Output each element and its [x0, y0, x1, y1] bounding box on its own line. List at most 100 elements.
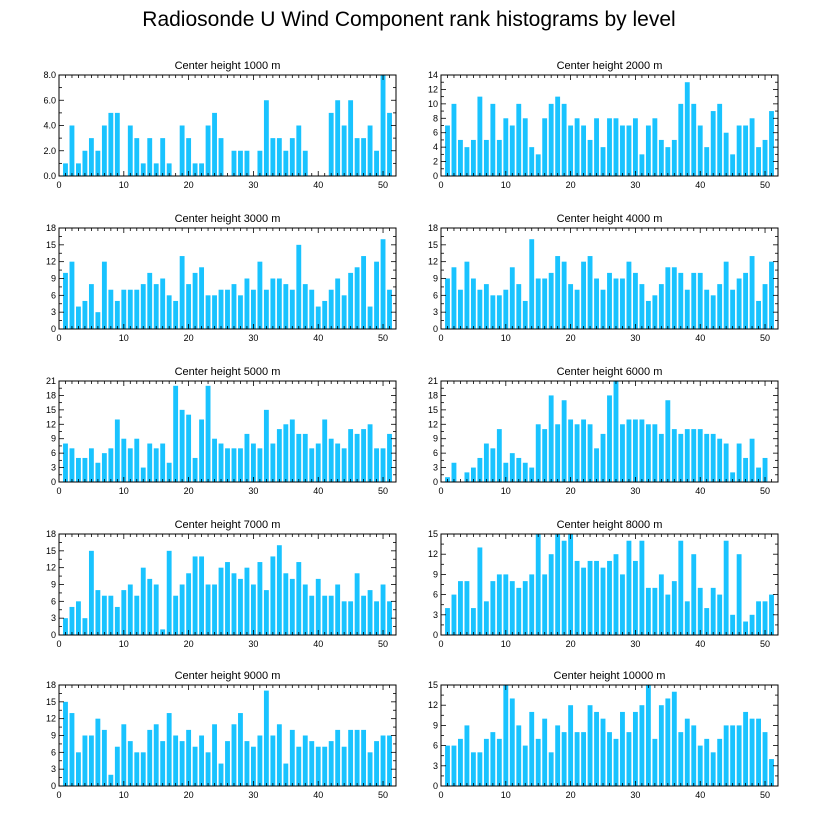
histogram-bar	[613, 118, 619, 176]
histogram-bar	[250, 289, 256, 329]
histogram-bar	[289, 578, 295, 635]
histogram-bar	[522, 745, 528, 786]
histogram-bar	[697, 429, 703, 482]
histogram-bar	[535, 278, 541, 329]
panel-title: Center height 9000 m	[175, 670, 281, 682]
histogram-bar	[186, 729, 192, 786]
y-tick-label: 3	[51, 307, 56, 317]
histogram-bar	[522, 300, 528, 329]
histogram-bar	[749, 256, 755, 329]
histogram-bar	[140, 163, 146, 177]
histogram-bar	[762, 601, 768, 635]
histogram-bar	[88, 284, 94, 329]
histogram-bar	[561, 540, 567, 635]
y-tick-label: 18	[46, 223, 56, 233]
x-tick-label: 30	[630, 180, 640, 190]
histogram-bar	[458, 139, 463, 176]
histogram-bar	[296, 746, 302, 786]
histogram-bar	[678, 103, 684, 176]
x-tick-label: 30	[248, 639, 258, 649]
histogram-bar	[652, 424, 658, 482]
histogram-bar	[496, 295, 502, 329]
histogram-bar	[704, 608, 710, 635]
histogram-bar	[730, 154, 736, 176]
histogram-bar	[328, 289, 334, 329]
histogram-bar	[387, 601, 392, 635]
histogram-bar	[600, 718, 606, 786]
histogram-bar	[69, 606, 75, 635]
y-tick-label: 9	[51, 274, 56, 284]
x-tick-label: 50	[378, 486, 388, 496]
y-tick-label: 12	[428, 419, 438, 429]
x-tick-label: 30	[630, 333, 640, 343]
histogram-bar	[723, 540, 729, 635]
histogram-bar	[121, 289, 127, 329]
x-tick-label: 30	[248, 180, 258, 190]
histogram-bar	[743, 125, 749, 176]
histogram-bar	[613, 278, 619, 329]
histogram-bar	[127, 125, 133, 176]
histogram-bar	[95, 312, 101, 329]
histogram-bar	[684, 718, 690, 786]
histogram-bar	[231, 724, 237, 786]
histogram-bar	[179, 584, 185, 635]
histogram-bar	[490, 581, 496, 635]
histogram-bar	[503, 462, 509, 482]
histogram-bar	[367, 306, 373, 329]
histogram-bar	[147, 443, 153, 482]
histogram-bar	[743, 272, 749, 329]
y-tick-label: 2	[433, 157, 438, 167]
histogram-bar	[704, 738, 710, 786]
y-tick-label: 3	[51, 613, 56, 623]
histogram-bar	[276, 429, 282, 482]
histogram-bar	[212, 295, 217, 329]
histogram-bar	[691, 429, 697, 482]
histogram-bar	[756, 601, 761, 635]
panel-title: Center height 4000 m	[557, 213, 663, 225]
histogram-bar	[283, 573, 289, 635]
histogram-bar	[121, 590, 127, 635]
histogram-bar	[341, 295, 347, 329]
histogram-bar	[101, 261, 107, 329]
histogram-bar	[535, 534, 541, 635]
histogram-bar	[95, 462, 101, 482]
y-tick-label: 3	[433, 463, 438, 473]
histogram-bar	[367, 590, 373, 635]
histogram-bar	[82, 618, 88, 635]
histogram-bar	[302, 433, 308, 482]
histogram-bar	[490, 732, 496, 786]
y-tick-label: 0	[51, 781, 56, 791]
y-tick-label: 9	[433, 720, 438, 730]
histogram-bar	[697, 272, 703, 329]
histogram-bar	[717, 438, 723, 482]
histogram-bar	[186, 414, 192, 482]
histogram-bar	[121, 438, 127, 482]
histogram-bar	[238, 150, 243, 176]
histogram-bar	[199, 163, 205, 177]
histogram-bar	[199, 267, 205, 329]
x-tick-label: 40	[313, 486, 323, 496]
histogram-panel-4: Center height 4000 m 0 10 20 30 40 50 0 3 6 9 12 15 1…	[428, 213, 779, 343]
y-tick-label: 9	[51, 731, 56, 741]
histogram-bar	[322, 746, 328, 786]
x-tick-label: 40	[695, 180, 705, 190]
y-tick-label: 12	[428, 84, 438, 94]
histogram-bar	[322, 300, 328, 329]
histogram-bar	[496, 574, 502, 635]
histogram-bar	[632, 711, 638, 786]
x-tick-label: 50	[760, 180, 770, 190]
histogram-bar	[63, 701, 68, 786]
x-tick-label: 0	[438, 333, 443, 343]
histogram-bar	[205, 385, 211, 482]
histogram-bar	[697, 125, 703, 176]
histogram-panel-8: Center height 8000 m 0 10 20 30 40 50 0 3 6 9 12 15	[428, 519, 779, 649]
histogram-bar	[678, 540, 684, 635]
histogram-bar	[335, 278, 341, 329]
histogram-bar	[762, 139, 768, 176]
histogram-bar	[302, 150, 308, 176]
histogram-bar	[445, 745, 450, 786]
histogram-bar	[348, 100, 354, 176]
x-tick-label: 30	[248, 790, 258, 800]
histogram-bar	[639, 419, 645, 482]
histogram-bar	[555, 424, 561, 482]
